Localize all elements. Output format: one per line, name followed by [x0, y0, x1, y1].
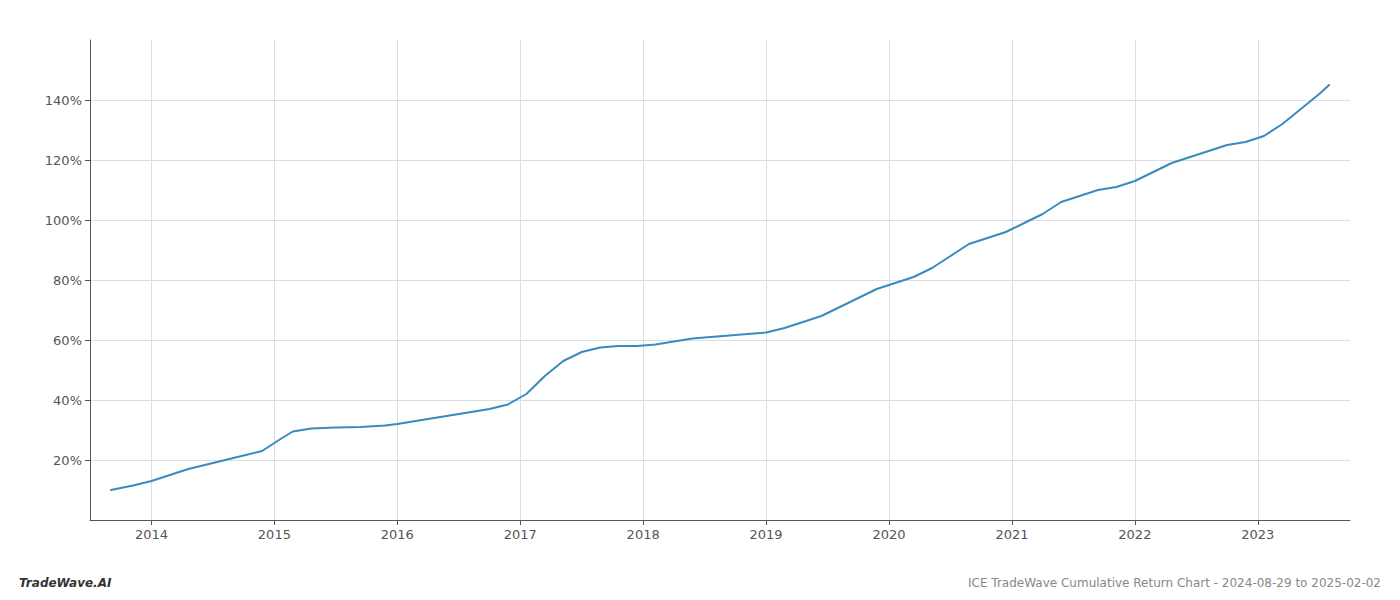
svg-text:2023: 2023	[1241, 527, 1274, 542]
svg-text:2017: 2017	[504, 527, 537, 542]
svg-text:2022: 2022	[1118, 527, 1151, 542]
svg-text:20%: 20%	[53, 453, 82, 468]
svg-text:100%: 100%	[45, 213, 82, 228]
svg-text:TradeWave.AI: TradeWave.AI	[19, 576, 112, 590]
svg-text:40%: 40%	[53, 393, 82, 408]
svg-text:2015: 2015	[258, 527, 291, 542]
svg-text:2021: 2021	[995, 527, 1028, 542]
svg-text:2014: 2014	[135, 527, 168, 542]
svg-text:2019: 2019	[750, 527, 783, 542]
svg-text:2016: 2016	[381, 527, 414, 542]
svg-text:80%: 80%	[53, 273, 82, 288]
svg-text:120%: 120%	[45, 153, 82, 168]
svg-text:2020: 2020	[872, 527, 905, 542]
svg-text:140%: 140%	[45, 93, 82, 108]
svg-text:2018: 2018	[627, 527, 660, 542]
svg-text:60%: 60%	[53, 333, 82, 348]
svg-text:ICE TradeWave Cumulative Retur: ICE TradeWave Cumulative Return Chart - …	[968, 576, 1381, 590]
